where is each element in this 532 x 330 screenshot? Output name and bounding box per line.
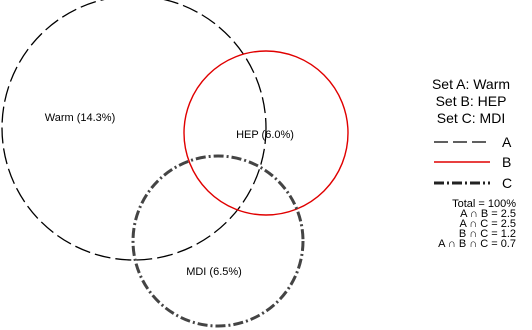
set-a-label: Warm (14.3%) (45, 112, 116, 124)
set-b-label: HEP (6.0%) (236, 129, 294, 141)
set-b-circle (183, 50, 349, 216)
set-a-circle (1, 0, 267, 261)
set-c-label: MDI (6.5%) (186, 266, 242, 278)
set-c-circle (131, 154, 305, 328)
